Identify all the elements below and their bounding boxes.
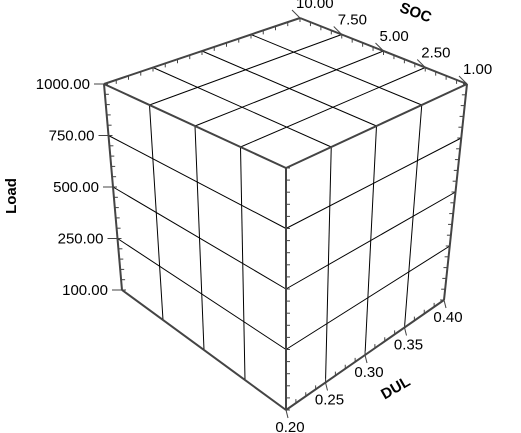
load-tick-label: 250.00 [58,231,104,248]
soc-tick-mark [333,26,343,35]
dul-tick-label: 0.35 [394,337,423,354]
right-gridline-vertical [404,104,423,328]
soc-tick-label: 2.50 [421,45,450,62]
top-face [104,18,467,168]
cube-gridlines [108,34,462,383]
soc-tick-label: 5.00 [380,28,409,45]
dul-tick-mark [404,327,407,336]
cube-edge-ticks [103,18,468,411]
soc-axis-title: SOC [397,0,434,26]
left-gridline-vertical [240,146,246,381]
dul-tick-mark [443,299,447,309]
dul-tick-label: 0.20 [275,419,304,433]
soc-tick-label: 7.50 [338,12,367,29]
load-tick-label: 500.00 [53,179,99,196]
right-gridline-load [285,191,456,290]
dul-tick-mark [364,354,368,364]
soc-tick-mark [375,42,384,52]
load-tick-label: 750.00 [49,128,95,145]
top-gridline-soc [250,34,422,106]
soc-tick-mark [291,9,301,19]
dul-tick-label: 0.40 [433,309,462,326]
top-gridline-dul [194,50,384,127]
load-tick-label: 100.00 [62,282,108,299]
left-gridline-load [112,186,287,290]
dul-tick-label: 0.30 [354,364,383,381]
load-tick-label: 1000.00 [36,76,90,93]
edge-bottom-left [121,289,287,411]
dul-tick-mark [325,382,328,391]
tick-labels: 1000.00 750.00 500.00 250.00 100.00 10.00 7.50… [36,0,492,433]
soc-tick-label: 1.00 [463,61,492,78]
dul-tick-mark [285,409,289,419]
right-gridline-load [285,245,451,350]
soc-tick-label: 10.00 [296,0,334,12]
left-gridline-load [117,238,287,350]
dul-tick-label: 0.25 [315,392,344,409]
soc-tick-mark [458,75,468,85]
edge-top-front-left [103,83,287,169]
top-gridline-dul [240,67,426,148]
load-axis-title: Load [3,178,20,214]
soc-tick-mark [416,59,426,68]
edge-top-front-right [285,83,468,169]
